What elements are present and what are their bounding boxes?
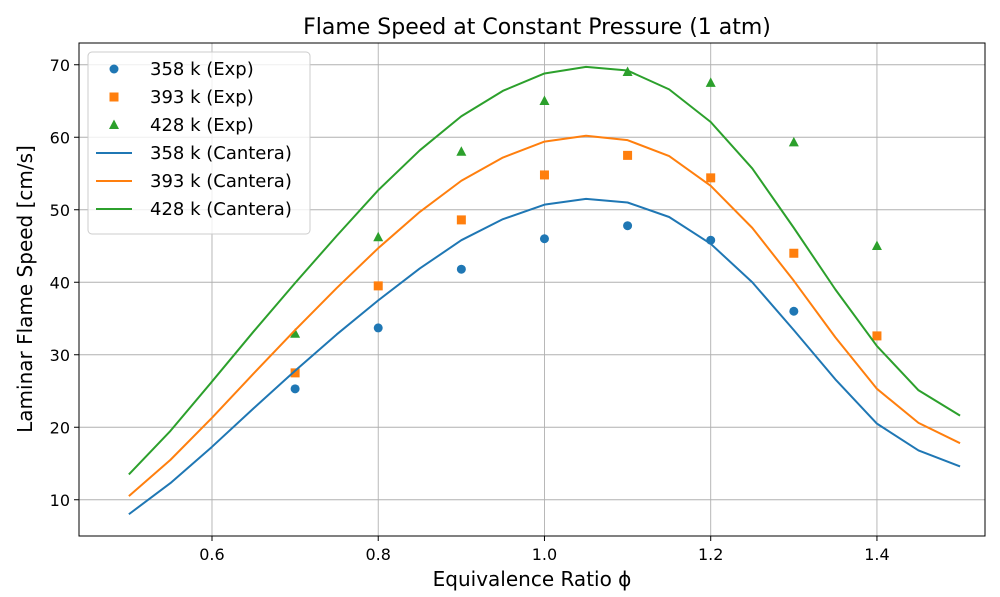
y-tick-label: 20 [50, 418, 70, 437]
series-428-k-exp [290, 66, 882, 338]
data-point-393-k-exp [539, 170, 549, 180]
data-point-358-k-exp [623, 221, 633, 231]
data-point-393-k-exp [706, 173, 716, 183]
chart-title: Flame Speed at Constant Pressure (1 atm) [303, 15, 771, 40]
data-point-428-k-exp [456, 146, 467, 156]
legend-swatch-358-k-exp [109, 64, 119, 74]
series-line-358-k-cantera [128, 197, 961, 516]
data-point-358-k-exp [539, 234, 549, 244]
y-tick-label: 60 [50, 128, 70, 147]
data-point-428-k-exp [290, 328, 301, 338]
series-358-k-exp [290, 221, 799, 394]
x-axis-title: Equivalence Ratio ϕ [433, 567, 632, 591]
legend-label-393-k-cantera: 393 k (Cantera) [150, 171, 292, 192]
data-point-393-k-exp [456, 215, 466, 225]
y-axis: 10 20 30 40 50 60 70 [50, 56, 79, 510]
series-line-428-k-cantera [128, 65, 961, 476]
legend-item-393-k-exp: 393 k (Exp) [109, 87, 254, 108]
data-point-428-k-exp [788, 136, 799, 147]
legend-item-358-k-exp: 358 k (Exp) [109, 59, 254, 80]
series-393-k-cantera [128, 134, 961, 497]
data-point-358-k-exp [373, 323, 383, 333]
data-point-393-k-exp [623, 150, 633, 160]
data-point-358-k-exp [456, 264, 466, 274]
legend-swatch-393-k-exp [109, 92, 119, 102]
y-tick-label: 50 [50, 201, 70, 220]
plot-frame [78, 42, 986, 537]
data-point-428-k-exp [373, 231, 384, 242]
y-tick-label: 30 [50, 346, 70, 365]
x-tick-label: 1.4 [864, 545, 889, 564]
x-tick-label: 0.8 [366, 545, 391, 564]
series-line-393-k-cantera [128, 134, 961, 497]
series-358-k-cantera [128, 197, 961, 516]
legend-box [87, 51, 311, 235]
data-point-358-k-exp [290, 384, 300, 394]
data-point-393-k-exp [373, 281, 383, 291]
legend-item-393-k-cantera: 393 k (Cantera) [96, 171, 292, 192]
legend-label-428-k-cantera: 428 k (Cantera) [150, 199, 292, 220]
data-point-428-k-exp [871, 240, 882, 250]
legend-label-358-k-cantera: 358 k (Cantera) [150, 143, 292, 164]
data-point-393-k-exp [872, 331, 882, 341]
y-tick-label: 10 [50, 491, 70, 510]
x-tick-label: 0.6 [199, 545, 224, 564]
legend-item-358-k-cantera: 358 k (Cantera) [96, 143, 292, 164]
legend: 358 k (Exp) 393 k (Exp) 428 k (Exp) 358 k (… [87, 51, 311, 235]
legend-label-393-k-exp: 393 k (Exp) [150, 87, 254, 108]
legend-swatch-428-k-exp [109, 119, 119, 129]
data-point-393-k-exp [789, 248, 799, 258]
y-tick-label: 70 [50, 56, 70, 75]
data-point-428-k-exp [539, 95, 550, 105]
series-393-k-exp [290, 150, 882, 378]
x-tick-label: 1.2 [698, 545, 723, 564]
series-428-k-cantera [128, 65, 961, 476]
data-point-393-k-exp [290, 368, 300, 378]
legend-item-428-k-exp: 428 k (Exp) [109, 115, 254, 136]
y-axis-title: Laminar Flame Speed [cm/s] [13, 145, 37, 433]
legend-item-428-k-cantera: 428 k (Cantera) [96, 199, 292, 220]
data-point-358-k-exp [789, 306, 799, 316]
y-tick-label: 40 [50, 273, 70, 292]
x-axis: 0.6 0.8 1.0 1.2 1.4 [199, 536, 890, 564]
legend-label-358-k-exp: 358 k (Exp) [150, 59, 254, 80]
legend-label-428-k-exp: 428 k (Exp) [150, 115, 254, 136]
x-tick-label: 1.0 [532, 545, 557, 564]
series-layer [128, 65, 961, 516]
data-point-428-k-exp [705, 77, 716, 87]
